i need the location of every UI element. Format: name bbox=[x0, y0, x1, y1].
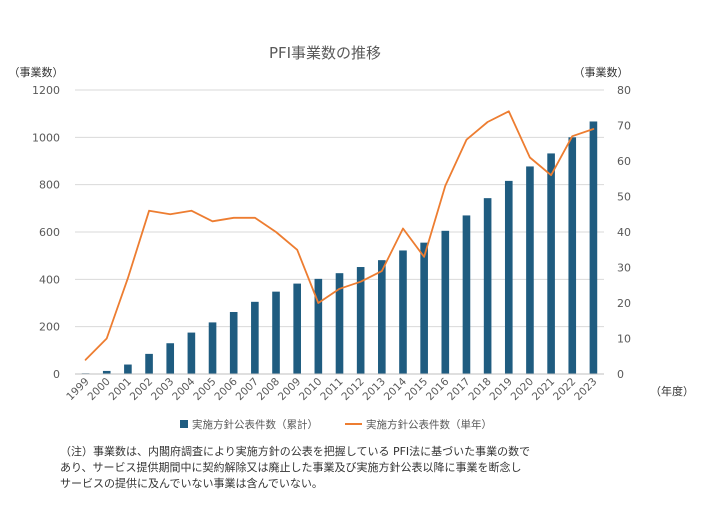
y-right-tick-label: 30 bbox=[617, 262, 631, 275]
x-tick-label: 2018 bbox=[466, 376, 493, 403]
x-tick-label: 2021 bbox=[530, 376, 557, 403]
bar-2007 bbox=[251, 301, 259, 374]
y-right-tick-label: 50 bbox=[617, 191, 631, 204]
bar-2006 bbox=[229, 311, 238, 374]
x-tick-label: 2019 bbox=[488, 376, 515, 403]
bar-2015 bbox=[420, 242, 428, 374]
legend-label-cumulative: 実施方針公表件数（累計） bbox=[192, 418, 318, 431]
bar-2018 bbox=[483, 198, 492, 374]
x-tick-label: 2001 bbox=[107, 376, 134, 403]
x-tick-label: 2008 bbox=[255, 376, 282, 403]
bar-2011 bbox=[335, 273, 344, 374]
x-tick-label: 2004 bbox=[170, 375, 198, 403]
x-tick-label: 2006 bbox=[212, 375, 240, 403]
line-series-annual bbox=[84, 110, 595, 361]
y-left-tick-label: 800 bbox=[39, 179, 60, 192]
footnote-line-3: サービスの提供に及んでいない事業は含んでいない。 bbox=[60, 477, 323, 490]
x-tick-label: 2015 bbox=[403, 376, 430, 403]
x-tick-label: 2016 bbox=[424, 375, 452, 403]
x-tick-label: 2022 bbox=[551, 376, 578, 403]
y-left-tick-label: 1200 bbox=[32, 84, 60, 97]
axes: 0 200 400 600 800 1000 1200 0 10 20 30 40 50 60 70 80 19… bbox=[32, 84, 631, 403]
y-right-tick-label: 40 bbox=[617, 226, 631, 239]
y-right-tick-label: 0 bbox=[617, 368, 624, 381]
y-right-axis-label: （事業数） bbox=[574, 66, 629, 79]
x-tick-label: 2020 bbox=[509, 376, 536, 403]
bar-2014 bbox=[399, 250, 407, 374]
y-left-tick-label: 400 bbox=[39, 273, 60, 286]
y-right-tick-label: 10 bbox=[617, 333, 631, 346]
legend-swatch-cumulative bbox=[180, 420, 188, 428]
bar-2019 bbox=[504, 180, 513, 374]
bar-2004 bbox=[187, 332, 196, 374]
bar-2013 bbox=[378, 260, 386, 374]
y-left-tick-label: 1000 bbox=[32, 131, 60, 144]
x-tick-label: 2005 bbox=[191, 376, 218, 403]
bar-2023 bbox=[589, 121, 598, 374]
bar-2020 bbox=[526, 166, 534, 374]
footnote-line-1: （注）事業数は、内閣府調査により実施方針の公表を把握している PFI法に基づいた… bbox=[60, 445, 531, 458]
legend: 実施方針公表件数（累計） 実施方針公表件数（単年） bbox=[180, 418, 492, 431]
bar-2016 bbox=[441, 230, 450, 374]
bar-2017 bbox=[462, 215, 471, 374]
bar-2005 bbox=[208, 322, 217, 374]
bar-2012 bbox=[356, 267, 365, 374]
bar-2021 bbox=[547, 153, 555, 374]
x-tick-label: 1999 bbox=[64, 376, 91, 403]
bar-2000 bbox=[102, 370, 111, 374]
x-tick-label: 2011 bbox=[318, 376, 345, 403]
chart-title: PFI事業数の推移 bbox=[269, 44, 381, 62]
x-tick-label: 2003 bbox=[149, 376, 176, 403]
legend-label-annual: 実施方針公表件数（単年） bbox=[366, 418, 492, 431]
x-tick-label: 2013 bbox=[361, 376, 388, 403]
bar-2001 bbox=[124, 364, 132, 374]
footnote: （注）事業数は、内閣府調査により実施方針の公表を把握している PFI法に基づいた… bbox=[60, 444, 660, 492]
y-right-tick-label: 70 bbox=[617, 120, 631, 133]
line-annual-count bbox=[84, 110, 595, 361]
x-tick-label: 2000 bbox=[85, 376, 112, 403]
x-tick-label: 2010 bbox=[297, 376, 324, 403]
x-tick-label: 2017 bbox=[445, 376, 472, 403]
x-tick-label: 2023 bbox=[572, 376, 599, 403]
x-tick-label: 2007 bbox=[234, 376, 261, 403]
y-left-axis-label: （事業数） bbox=[9, 66, 64, 79]
x-axis-unit-label: （年度） bbox=[650, 384, 694, 398]
y-right-tick-label: 60 bbox=[617, 155, 631, 168]
x-tick-label: 2009 bbox=[276, 376, 303, 403]
bar-2008 bbox=[272, 291, 280, 374]
bar-2003 bbox=[166, 343, 175, 374]
y-right-tick-label: 20 bbox=[617, 297, 631, 310]
y-right-tick-label: 80 bbox=[617, 84, 631, 97]
x-tick-label: 2002 bbox=[128, 376, 155, 403]
bar-2002 bbox=[145, 353, 153, 374]
y-left-tick-label: 600 bbox=[39, 226, 60, 239]
bar-2022 bbox=[568, 137, 577, 374]
x-tick-label: 2012 bbox=[339, 376, 366, 403]
footnote-line-2: あり、サービス提供期間中に契約解除又は廃止した事業及び実施方針公表以降に事業を断… bbox=[60, 461, 522, 474]
x-tick-label: 2014 bbox=[382, 375, 410, 403]
bar-2009 bbox=[293, 283, 301, 374]
bar-2010 bbox=[314, 278, 323, 374]
y-left-tick-label: 200 bbox=[39, 321, 60, 334]
y-left-tick-label: 0 bbox=[53, 368, 60, 381]
bar-series-cumulative bbox=[81, 121, 598, 374]
